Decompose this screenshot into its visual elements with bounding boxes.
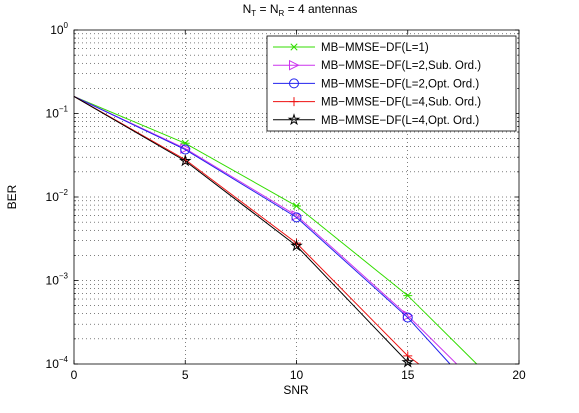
- legend-marker: [289, 97, 299, 107]
- legend-item: MB−MMSE−DF(L=2,Sub. Ord.): [273, 59, 481, 72]
- series-line: [73, 96, 458, 365]
- data-point: [180, 144, 191, 155]
- y-axis-label: BER: [5, 184, 19, 209]
- data-point: [290, 239, 303, 252]
- data-point: [402, 312, 413, 323]
- plot-frame: [73, 29, 520, 365]
- legend-marker: [289, 59, 300, 71]
- x-tick-label: 0: [71, 368, 78, 382]
- y-tick-label: 10−4: [46, 355, 69, 371]
- series-layer: [73, 95, 478, 368]
- legend-item: MB−MMSE−DF(L=4,Opt. Ord.): [273, 113, 479, 127]
- legend-marker: [289, 43, 299, 51]
- y-tick-label: 10−1: [46, 105, 69, 121]
- data-point: [403, 291, 413, 300]
- legend-label: MB−MMSE−DF(L=4,Opt. Ord.): [321, 115, 479, 127]
- x-tick-label: 5: [182, 368, 189, 382]
- legend: MB−MMSE−DF(L=1) MB−MMSE−DF(L=2,Sub. Ord.)…: [266, 35, 517, 132]
- x-tick-label: 20: [512, 368, 526, 382]
- x-axis-label: SNR: [283, 383, 309, 397]
- legend-label: MB−MMSE−DF(L=1): [321, 42, 429, 54]
- data-point: [291, 212, 302, 223]
- data-point: [178, 154, 192, 167]
- legend-item: MB−MMSE−DF(L=2,Opt. Ord.): [273, 78, 479, 90]
- y-tick-labels: 100 10−1 10−2 10−3 10−4: [46, 21, 69, 371]
- series-5: [73, 96, 415, 368]
- y-tick-label: 10−2: [46, 188, 69, 204]
- y-tick-label: 10−3: [46, 272, 69, 288]
- legend-label: MB−MMSE−DF(L=4,Sub. Ord.): [321, 97, 481, 109]
- series-3: [73, 96, 451, 365]
- x-tick-label: 10: [290, 368, 304, 382]
- legend-label: MB−MMSE−DF(L=2,Sub. Ord.): [321, 60, 481, 72]
- x-tick-labels: 0 5 10 15 20: [71, 368, 526, 382]
- y-tick-label: 100: [50, 21, 68, 37]
- legend-marker: [289, 78, 299, 89]
- legend-marker: [287, 113, 301, 126]
- legend-label: MB−MMSE−DF(L=2,Opt. Ord.): [321, 78, 479, 90]
- x-tick-label: 15: [401, 368, 415, 382]
- series-line: [73, 96, 451, 365]
- data-point: [292, 202, 301, 210]
- chart-title: NT = NR = 4 antennas: [243, 2, 358, 18]
- series-1: [73, 95, 478, 365]
- legend-item: MB−MMSE−DF(L=1): [273, 42, 429, 54]
- legend-item: MB−MMSE−DF(L=4,Sub. Ord.): [273, 97, 481, 109]
